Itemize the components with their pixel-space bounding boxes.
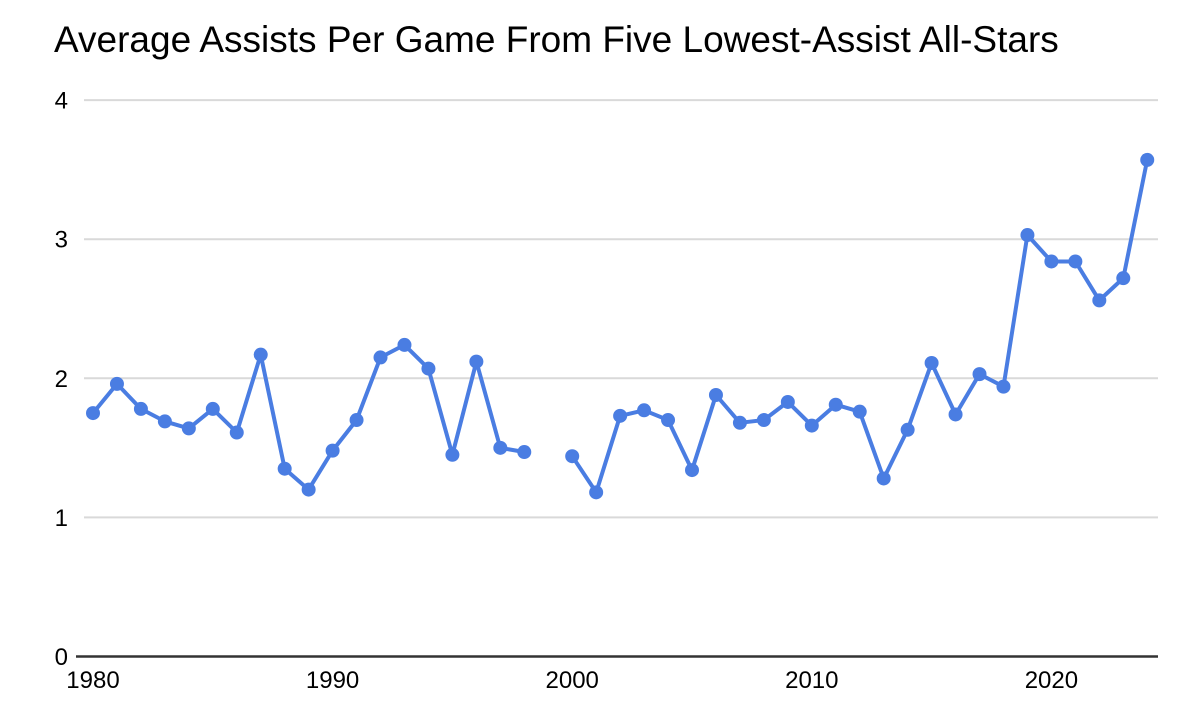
series-line-segment-0 xyxy=(91,342,527,492)
chart-title: Average Assists Per Game From Five Lowes… xyxy=(54,19,1059,60)
data-point-1998 xyxy=(517,445,532,460)
data-point-1987 xyxy=(253,347,268,362)
series-line-segment-1 xyxy=(570,157,1150,495)
data-point-1997 xyxy=(493,440,508,455)
y-tick-label-0: 0 xyxy=(55,644,68,671)
y-tick-label-2: 2 xyxy=(55,366,68,393)
x-tick-label-2010: 2010 xyxy=(785,667,838,694)
data-point-2010 xyxy=(804,418,819,433)
data-point-2021 xyxy=(1068,254,1083,269)
y-tick-label-4: 4 xyxy=(55,88,68,115)
data-point-1996 xyxy=(469,354,484,369)
data-point-2011 xyxy=(828,397,843,412)
data-point-1982 xyxy=(133,401,148,416)
data-point-1984 xyxy=(181,421,196,436)
data-point-1993 xyxy=(397,337,412,352)
data-point-2020 xyxy=(1044,254,1059,269)
data-point-2022 xyxy=(1092,293,1107,308)
data-point-2012 xyxy=(852,404,867,419)
data-point-1986 xyxy=(229,425,244,440)
y-tick-label-3: 3 xyxy=(55,227,68,254)
data-point-2001 xyxy=(589,485,604,500)
data-point-1990 xyxy=(325,443,340,458)
data-point-2002 xyxy=(613,408,628,423)
data-point-1989 xyxy=(301,482,316,497)
data-point-2014 xyxy=(900,422,915,437)
data-point-2019 xyxy=(1020,228,1035,243)
data-point-2023 xyxy=(1116,271,1131,286)
data-point-2015 xyxy=(924,355,939,370)
data-point-2000 xyxy=(565,449,580,464)
data-point-1985 xyxy=(205,401,220,416)
y-tick-label-1: 1 xyxy=(55,505,68,532)
data-point-2018 xyxy=(996,379,1011,394)
data-point-2024 xyxy=(1140,152,1155,167)
data-point-1988 xyxy=(277,461,292,476)
data-point-1992 xyxy=(373,350,388,365)
x-tick-label-1980: 1980 xyxy=(66,667,119,694)
data-point-1983 xyxy=(157,414,172,429)
data-point-2005 xyxy=(685,463,699,478)
data-point-1981 xyxy=(109,376,124,391)
data-point-1980 xyxy=(86,406,100,421)
x-tick-label-2000: 2000 xyxy=(546,667,599,694)
data-point-1995 xyxy=(445,447,460,462)
data-point-2013 xyxy=(876,471,891,486)
data-point-2006 xyxy=(708,387,723,402)
data-point-2003 xyxy=(637,403,652,418)
x-tick-label-1990: 1990 xyxy=(306,667,359,694)
data-point-1991 xyxy=(349,413,364,428)
data-point-2007 xyxy=(732,415,747,430)
x-tick-label-2020: 2020 xyxy=(1025,667,1078,694)
data-point-2004 xyxy=(661,413,676,428)
data-point-2008 xyxy=(756,413,771,428)
data-point-1994 xyxy=(421,361,436,376)
data-point-2009 xyxy=(780,394,795,409)
data-point-2017 xyxy=(972,367,987,382)
data-point-2016 xyxy=(948,407,963,422)
